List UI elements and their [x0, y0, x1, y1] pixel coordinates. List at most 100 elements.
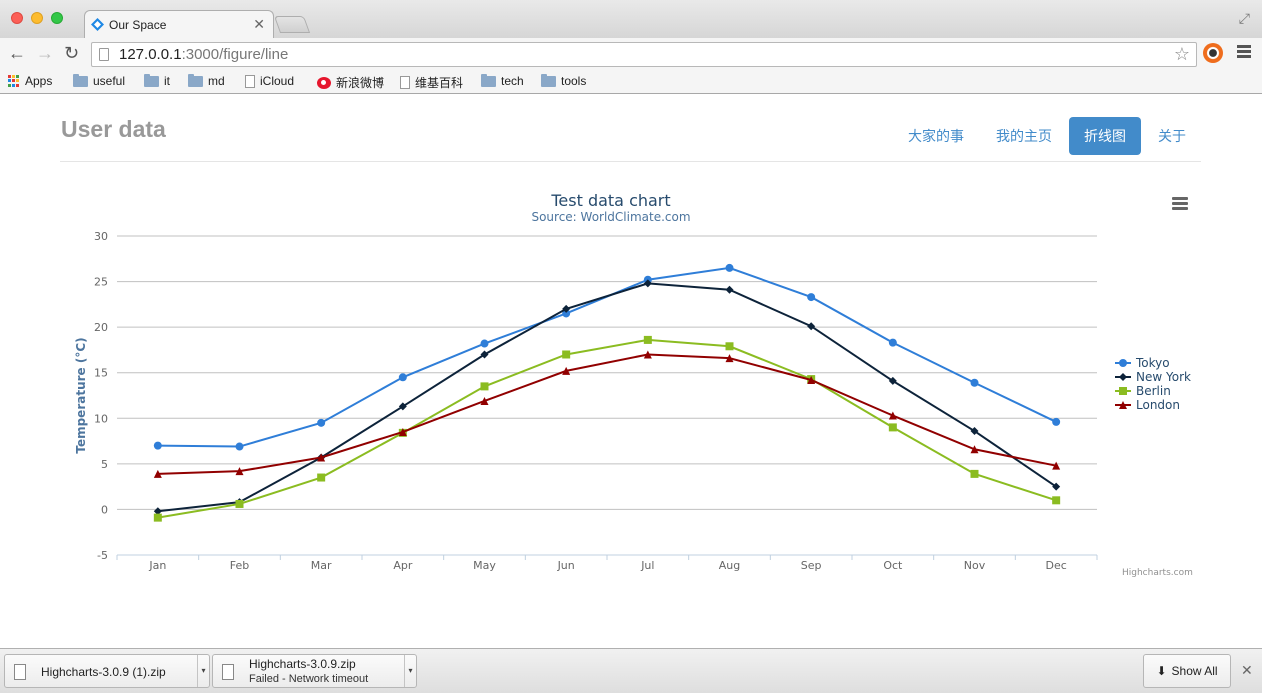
series-line	[157, 353, 1057, 475]
bookmark-label: Apps	[25, 74, 53, 88]
legend-label: London	[1136, 398, 1180, 412]
x-tick-label: Aug	[719, 559, 740, 572]
data-point	[970, 427, 979, 436]
download-filename: Highcharts-3.0.9.zip	[249, 657, 356, 671]
data-point	[235, 499, 244, 508]
x-tick-label: Feb	[230, 559, 249, 572]
y-tick-label: 0	[101, 503, 108, 516]
y-axis-title: Temperature (°C)	[74, 337, 88, 453]
nav-link[interactable]: 大家的事	[908, 128, 964, 144]
series-line	[157, 266, 1057, 448]
chrome-menu-icon[interactable]	[1237, 45, 1251, 60]
data-point	[317, 453, 326, 462]
download-options-arrow-icon[interactable]: ▾	[197, 655, 209, 687]
y-tick-label: 5	[101, 458, 108, 471]
chart-export-menu-icon[interactable]	[1172, 197, 1188, 212]
y-tick-label: -5	[97, 549, 108, 562]
y-tick-label: 25	[94, 276, 108, 289]
data-point	[235, 442, 244, 451]
series-line	[157, 338, 1057, 519]
data-point	[562, 309, 571, 318]
x-tick-label: May	[473, 559, 496, 572]
close-shelf-icon[interactable]: ✕	[1241, 662, 1253, 678]
data-point	[317, 418, 326, 427]
bookmark-item[interactable]: iCloud	[245, 74, 294, 88]
data-point	[888, 376, 897, 385]
browser-tab[interactable]: Our Space ✕	[84, 10, 274, 38]
x-tick-label: Dec	[1046, 559, 1067, 572]
bookmark-item[interactable]: tools	[541, 73, 586, 88]
folder-icon	[541, 73, 556, 87]
download-options-arrow-icon[interactable]: ▾	[404, 655, 416, 687]
legend-item[interactable]: New York	[1115, 370, 1191, 384]
data-point	[725, 354, 734, 363]
show-all-label: Show All	[1171, 664, 1218, 678]
data-point	[1052, 482, 1061, 491]
nav-link[interactable]: 折线图	[1069, 117, 1141, 155]
x-tick-label: Mar	[311, 559, 332, 572]
data-point	[1052, 461, 1061, 470]
file-icon	[14, 664, 26, 680]
new-tab-button[interactable]	[273, 16, 311, 33]
reload-icon[interactable]: ↻	[64, 43, 80, 63]
bookmark-label: 新浪微博	[336, 76, 385, 90]
back-arrow-icon[interactable]: ←	[8, 43, 26, 63]
legend-item[interactable]: Tokyo	[1115, 356, 1191, 370]
data-point	[807, 376, 816, 385]
page-icon	[99, 48, 109, 61]
bookmark-item[interactable]: Apps	[8, 74, 52, 88]
bookmark-item[interactable]: 新浪微博	[317, 74, 384, 91]
data-point	[970, 378, 979, 387]
bookmark-item[interactable]: it	[144, 73, 170, 88]
legend-symbol-icon	[1115, 359, 1131, 367]
line-chart: Test data chart Source: WorldClimate.com…	[60, 186, 1201, 586]
data-point	[562, 366, 571, 375]
legend-item[interactable]: London	[1115, 398, 1191, 412]
download-filename: Highcharts-3.0.9 (1).zip	[41, 665, 166, 679]
data-point	[317, 473, 326, 482]
address-bar[interactable]: 127.0.0.1:3000/figure/line ☆	[91, 42, 1197, 67]
fullscreen-icon[interactable]: ⤢	[1238, 10, 1250, 26]
tab-close-icon[interactable]: ✕	[253, 16, 265, 32]
nav-link[interactable]: 我的主页	[996, 128, 1052, 144]
data-point	[725, 342, 734, 351]
data-point	[888, 338, 897, 347]
url-text[interactable]: 127.0.0.1:3000/figure/line	[119, 46, 289, 63]
bookmark-label: it	[164, 74, 170, 88]
chart-credits[interactable]: Highcharts.com	[1122, 568, 1193, 578]
data-point	[725, 263, 734, 272]
download-item[interactable]: Highcharts-3.0.9 (1).zip ▾	[4, 654, 210, 688]
extension-icon[interactable]	[1203, 43, 1223, 63]
window-minimize-button[interactable]	[31, 12, 43, 24]
x-tick-label: Nov	[964, 559, 986, 572]
data-point	[153, 513, 162, 522]
data-point	[807, 322, 816, 331]
legend-label: New York	[1136, 370, 1191, 384]
data-point	[153, 469, 162, 478]
download-status: Failed - Network timeout	[249, 673, 369, 685]
data-point	[153, 507, 162, 516]
bookmark-item[interactable]: 维基百科	[400, 74, 463, 91]
brand-title[interactable]: User data	[61, 116, 166, 142]
data-point	[970, 445, 979, 454]
x-tick-label: Jun	[557, 559, 575, 572]
show-all-button[interactable]: ⬇ Show All	[1143, 654, 1231, 688]
forward-arrow-icon[interactable]: →	[36, 43, 54, 63]
legend-item[interactable]: Berlin	[1115, 384, 1191, 398]
download-item[interactable]: Highcharts-3.0.9.zip Failed - Network ti…	[212, 654, 417, 688]
nav-link[interactable]: 关于	[1158, 128, 1186, 144]
data-point	[807, 293, 816, 302]
bookmark-item[interactable]: useful	[73, 73, 125, 88]
data-point	[643, 350, 652, 359]
data-point	[1052, 417, 1061, 426]
data-point	[643, 279, 652, 288]
window-zoom-button[interactable]	[51, 12, 63, 24]
bookmark-label: iCloud	[260, 74, 295, 88]
bookmark-star-icon[interactable]: ☆	[1173, 44, 1190, 64]
window-close-button[interactable]	[11, 12, 23, 24]
data-point	[970, 469, 979, 478]
bookmark-item[interactable]: tech	[481, 73, 524, 88]
bookmark-item[interactable]: md	[188, 73, 225, 88]
folder-icon	[188, 73, 203, 87]
data-point	[888, 411, 897, 420]
